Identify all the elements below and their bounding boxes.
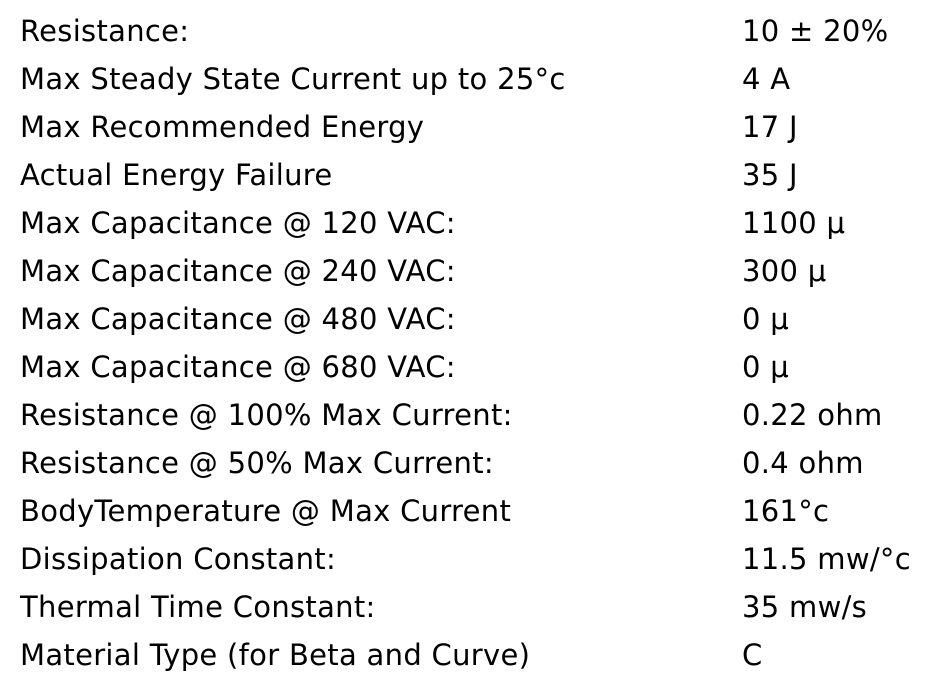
spec-label: Max Capacitance @ 120 VAC:	[20, 206, 456, 240]
spec-row-body-temperature: BodyTemperature @ Max Current 161°c	[0, 487, 950, 535]
spec-row-thermal-time-constant: Thermal Time Constant: 35 mw/s	[0, 583, 950, 631]
spec-label: Max Recommended Energy	[20, 110, 425, 144]
spec-label: Resistance:	[20, 14, 190, 48]
spec-label: Max Capacitance @ 240 VAC:	[20, 254, 456, 288]
spec-label: Resistance @ 50% Max Current:	[20, 446, 494, 480]
spec-row-max-capacitance-680: Max Capacitance @ 680 VAC: 0 μ	[0, 343, 950, 391]
spec-value: 35 mw/s	[742, 590, 868, 624]
spec-value: 11.5 mw/°c	[742, 542, 911, 576]
spec-value: 35 J	[742, 158, 798, 192]
spec-row-max-recommended-energy: Max Recommended Energy 17 J	[0, 103, 950, 151]
spec-row-max-capacitance-480: Max Capacitance @ 480 VAC: 0 μ	[0, 295, 950, 343]
spec-row-resistance: Resistance: 10 ± 20%	[0, 7, 950, 55]
spec-row-dissipation-constant: Dissipation Constant: 11.5 mw/°c	[0, 535, 950, 583]
spec-value: 0.4 ohm	[742, 446, 864, 480]
spec-value: 300 μ	[742, 254, 827, 288]
spec-label: Max Steady State Current up to 25°c	[20, 62, 566, 96]
spec-value: 0 μ	[742, 350, 790, 384]
spec-label: Max Capacitance @ 480 VAC:	[20, 302, 456, 336]
spec-value: 0 μ	[742, 302, 790, 336]
spec-row-resistance-100-max-current: Resistance @ 100% Max Current: 0.22 ohm	[0, 391, 950, 439]
spec-row-max-capacitance-120: Max Capacitance @ 120 VAC: 1100 μ	[0, 199, 950, 247]
spec-label: Dissipation Constant:	[20, 542, 337, 576]
spec-label: Actual Energy Failure	[20, 158, 333, 192]
spec-row-resistance-50-max-current: Resistance @ 50% Max Current: 0.4 ohm	[0, 439, 950, 487]
spec-value: 1100 μ	[742, 206, 846, 240]
spec-label: BodyTemperature @ Max Current	[20, 494, 512, 528]
spec-value: C	[742, 638, 763, 672]
spec-value: 4 A	[742, 62, 791, 96]
spec-row-max-steady-state-current: Max Steady State Current up to 25°c 4 A	[0, 55, 950, 103]
spec-value: 10 ± 20%	[742, 14, 889, 48]
spec-row-actual-energy-failure: Actual Energy Failure 35 J	[0, 151, 950, 199]
spec-row-material-type: Material Type (for Beta and Curve) C	[0, 631, 950, 679]
spec-row-max-capacitance-240: Max Capacitance @ 240 VAC: 300 μ	[0, 247, 950, 295]
spec-label: Material Type (for Beta and Curve)	[20, 638, 531, 672]
spec-value: 161°c	[742, 494, 830, 528]
spec-value: 0.22 ohm	[742, 398, 883, 432]
spec-label: Resistance @ 100% Max Current:	[20, 398, 513, 432]
spec-label: Max Capacitance @ 680 VAC:	[20, 350, 456, 384]
spec-label: Thermal Time Constant:	[20, 590, 376, 624]
spec-value: 17 J	[742, 110, 798, 144]
